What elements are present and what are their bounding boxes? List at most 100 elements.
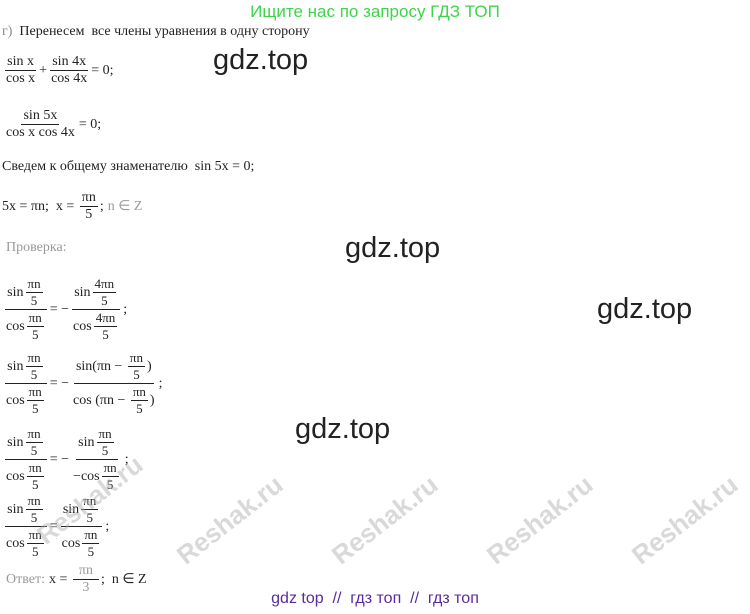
intro: г) Перенесем все члены уравнения в одну … (2, 24, 310, 40)
math-text: πn (27, 426, 41, 441)
math-text: = 0; (78, 116, 102, 132)
fraction: πn 5 (25, 276, 43, 309)
numerator: πn (26, 310, 44, 327)
fraction: πn 5 (82, 527, 100, 560)
math-text: ; n ∈ Z (100, 572, 147, 587)
math-text: cos (6, 392, 25, 408)
math-text: cos (6, 535, 25, 551)
math-text: 5 (106, 477, 114, 492)
numerator: sin 4πn 5 (72, 276, 121, 310)
math-text: πn (84, 527, 98, 542)
fraction: 4πn 5 (93, 310, 118, 343)
math-text: sin (62, 501, 80, 517)
fraction: sin 5x cos x cos 4x (4, 108, 77, 141)
math-text: sin (7, 434, 24, 450)
denominator: 5 (30, 327, 41, 343)
math-text: 5 (30, 443, 38, 458)
fraction: πn 3 (72, 563, 99, 596)
denominator: 5 (30, 477, 41, 493)
math-text: cos (6, 318, 25, 334)
fraction: πn 5 (96, 426, 114, 459)
math-text: πn (28, 460, 42, 475)
math-text: πn (103, 460, 117, 475)
math-text: ) (149, 392, 155, 408)
math-text: sin (74, 284, 91, 300)
watermark: Reshak.ru (480, 469, 599, 571)
denominator: cos πn 5 (60, 527, 104, 560)
math-text: cos (6, 468, 25, 484)
numerator: πn (101, 460, 119, 477)
equation: sin πn 5 cos πn 5 = − sin πn 5 −cos πn 5; (2, 426, 129, 493)
math-text: sin x (7, 54, 34, 69)
math-text: sin (7, 501, 24, 517)
math-text: + (39, 62, 48, 78)
math-text: 3 (82, 580, 90, 595)
numerator: sin 5x (21, 108, 60, 125)
answer: Ответ: x = πn 3 ; n ∈ Z (2, 563, 147, 596)
math-text: sin (7, 284, 24, 300)
math-text: ; (124, 451, 129, 467)
equation: sin πn 5 cos πn 5 = − sin(πn − πn 5) cos (πn − πn… (2, 350, 162, 417)
math-text: cos 4x (51, 71, 88, 86)
math-text: 5 (31, 401, 39, 416)
denominator: 5 (29, 510, 40, 526)
math-text: n ∈ Z (107, 199, 143, 214)
math-text: sin (78, 434, 95, 450)
numerator: sin πn 5 (5, 350, 47, 384)
math-text: cos x (6, 71, 36, 86)
fraction: πn 5 (26, 384, 44, 417)
numerator: sin 4x (50, 54, 89, 71)
math-text: = 0; (91, 62, 114, 78)
numerator: πn (26, 527, 44, 544)
numerator: sin πn 5 (76, 426, 118, 460)
numerator: sin πn 5 (5, 276, 47, 310)
denominator: 5 (29, 367, 40, 383)
watermark: Reshak.ru (625, 469, 744, 571)
numerator: sin πn 5 (5, 426, 47, 460)
math-text: Ответ: (6, 571, 45, 587)
intro-label: г) (2, 24, 13, 39)
math-text: sin 5x (23, 108, 58, 123)
watermark: gdz.top (213, 44, 309, 76)
fraction: πn 5 (81, 493, 99, 526)
fraction: sin(πn − πn 5) cos (πn − πn 5) (71, 350, 157, 417)
numerator: πn (127, 350, 145, 367)
numerator: πn (26, 460, 44, 477)
math-text: Проверка: (6, 240, 67, 255)
math-text: πn (132, 384, 146, 399)
watermark: Reshak.ru (325, 469, 444, 571)
math-text: 5x = πn; x = (2, 198, 78, 214)
denominator: cos πn 5 (4, 384, 48, 417)
fraction: sin πn 5 cos πn 5 (4, 350, 48, 417)
math-text: 5 (102, 327, 109, 342)
fraction: sin πn 5 cos πn 5 (60, 493, 104, 560)
math-text: πn (81, 190, 96, 205)
header-title: Ищите нас по запросу ГДЗ ТОП (250, 2, 500, 21)
fraction: πn 5 (26, 527, 44, 560)
math-text: πn (98, 426, 112, 441)
math-text: πn (28, 310, 42, 325)
math-text: 5 (30, 510, 38, 525)
fraction: 4πn 5 (92, 276, 117, 309)
fraction: πn 5 (79, 190, 98, 223)
denominator: 5 (131, 367, 142, 383)
denominator: −cos πn 5 (71, 460, 123, 493)
denominator: cos πn 5 (4, 310, 48, 343)
numerator: sin πn 5 (60, 493, 103, 527)
numerator: πn (25, 276, 43, 293)
denominator: cos πn 5 (4, 527, 48, 560)
math-text: ; (99, 198, 104, 214)
math-text: 5 (101, 443, 109, 458)
math-text: ; (158, 375, 163, 391)
fraction: πn 5 (127, 350, 145, 383)
numerator: sin x (5, 54, 36, 71)
watermark: gdz.top (295, 413, 391, 445)
math-text: 4πn (94, 276, 115, 291)
denominator: 5 (29, 443, 40, 459)
fraction: sin 4x cos 4x (49, 54, 89, 87)
numerator: πn (25, 350, 43, 367)
math-text: ; (123, 301, 128, 317)
numerator: πn (96, 426, 114, 443)
math-text: cos x cos 4x (6, 125, 75, 140)
